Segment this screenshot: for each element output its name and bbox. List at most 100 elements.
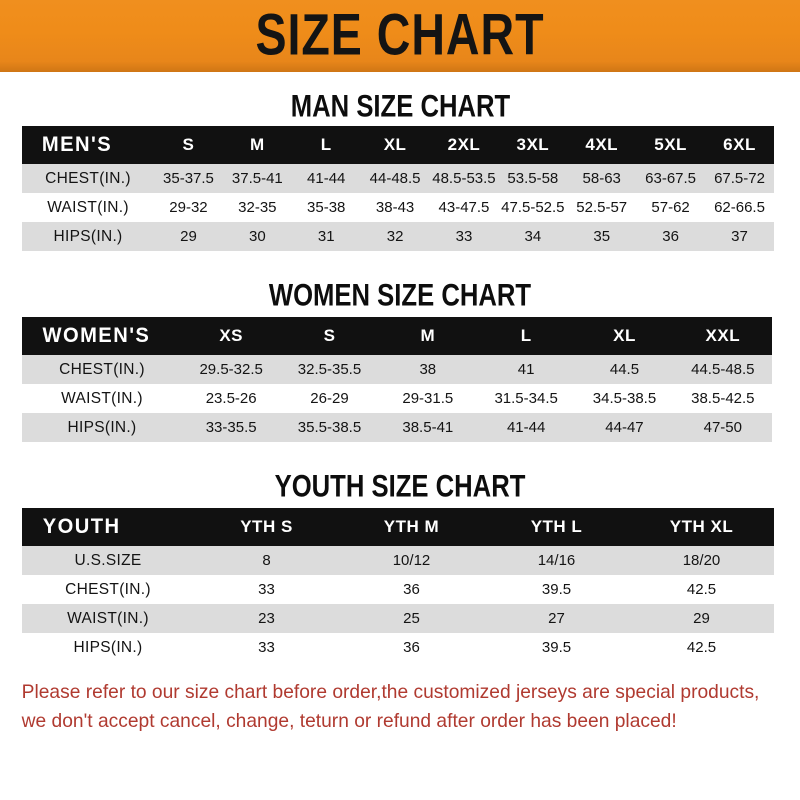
column-header: L: [320, 135, 332, 154]
table-cell: 36: [403, 581, 420, 598]
table-cell: 39.5: [541, 639, 572, 656]
table-cell: 67.5-72: [714, 170, 765, 187]
table-corner-label: MEN'S: [41, 133, 113, 156]
size-chart-sections: MAN SIZE CHART MEN'S S M L XL 2XL 3XL 4XL 5XL 6XL C…: [0, 86, 800, 662]
row-label: HIPS(IN.): [53, 227, 123, 245]
table-cell: 8: [262, 552, 271, 569]
section-title: YOUTH SIZE CHART: [274, 467, 526, 504]
table-cell: 36: [662, 228, 679, 245]
column-header: 4XL: [585, 135, 619, 154]
table-corner-label: YOUTH: [42, 515, 121, 538]
table-cell: 14/16: [537, 552, 576, 569]
row-label: WAIST(IN.): [47, 198, 129, 216]
table-header-row: MEN'S S M L XL 2XL 3XL 4XL 5XL 6XL: [22, 126, 774, 164]
column-header: S: [323, 326, 336, 345]
table-cell: 38.5-42.5: [691, 390, 755, 407]
table-cell: 35-38: [307, 199, 346, 216]
section-title-wrapper: MAN SIZE CHART: [0, 86, 800, 126]
table-cell: 41: [517, 361, 535, 378]
table-cell: 35.5-38.5: [297, 419, 362, 436]
table-cell: 34: [524, 228, 542, 245]
size-chart-section: MAN SIZE CHART MEN'S S M L XL 2XL 3XL 4XL 5XL 6XL C…: [0, 86, 800, 251]
table-cell: 29-31.5: [402, 390, 454, 407]
column-header: L: [520, 326, 532, 345]
table-cell: 47-50: [703, 419, 742, 436]
table-row: HIPS(IN.) 33 36 39.5 42.5: [22, 633, 774, 662]
table-cell: 29-32: [169, 199, 208, 216]
table-row: U.S.SIZE 8 10/12 14/16 18/20: [22, 546, 774, 575]
table-cell: 39.5: [541, 581, 572, 598]
table-cell: 37: [731, 228, 748, 245]
table-row: HIPS(IN.) 33-35.5 35.5-38.5 38.5-41 41-44 44-…: [22, 413, 772, 442]
column-header: YTH XL: [669, 517, 734, 536]
table-row: CHEST(IN.) 29.5-32.5 32.5-35.5 38 41 44.5 44.5…: [22, 355, 772, 384]
section-title-wrapper: YOUTH SIZE CHART: [0, 464, 800, 508]
table-cell: 33-35.5: [205, 419, 257, 436]
column-header: M: [249, 135, 265, 154]
table-cell: 44-48.5: [369, 170, 421, 187]
table-cell: 31.5-34.5: [494, 390, 558, 407]
table-cell: 32.5-35.5: [297, 361, 362, 378]
table-cell: 29.5-32.5: [199, 361, 263, 378]
table-cell: 44.5-48.5: [691, 361, 755, 378]
table-cell: 38.5-41: [402, 419, 454, 436]
table-cell: 43-47.5: [438, 199, 490, 216]
size-table: YOUTH YTH S YTH M YTH L YTH XL U.S.SIZE 8 10/12…: [22, 508, 774, 662]
table-row: WAIST(IN.) 29-32 32-35 35-38 38-43 43-47.5 47.…: [22, 193, 774, 222]
table-header-row: YOUTH YTH S YTH M YTH L YTH XL: [22, 508, 774, 546]
table-cell: 57-62: [651, 199, 690, 216]
section-title-wrapper: WOMEN SIZE CHART: [0, 273, 800, 317]
column-header: YTH L: [530, 517, 583, 536]
footer-note-line-2: we don't accept cancel, change, teturn o…: [21, 710, 677, 732]
size-chart-section: WOMEN SIZE CHART WOMEN'S XS S M L XL XXL CHEST(I…: [0, 273, 800, 442]
column-header: YTH M: [383, 517, 440, 536]
column-header: 5XL: [654, 135, 687, 154]
row-label: WAIST(IN.): [61, 389, 143, 407]
table-cell: 44.5: [609, 361, 640, 378]
section-title: MAN SIZE CHART: [290, 87, 510, 124]
row-label: HIPS(IN.): [73, 638, 143, 656]
table-header-row: WOMEN'S XS S M L XL XXL: [22, 317, 772, 355]
table-cell: 23.5-26: [205, 390, 257, 407]
table-cell: 63-67.5: [645, 170, 697, 187]
section-title: WOMEN SIZE CHART: [268, 276, 532, 313]
table-cell: 35-37.5: [163, 170, 214, 187]
table-row: WAIST(IN.) 23.5-26 26-29 29-31.5 31.5-34.5 34…: [22, 384, 772, 413]
table-cell: 26-29: [310, 390, 349, 407]
table-cell: 27: [548, 610, 565, 627]
table-cell: 23: [258, 610, 275, 627]
footer-note: Please refer to our size chart before or…: [0, 678, 788, 736]
column-header: 2XL: [447, 135, 481, 154]
row-label: CHEST(IN.): [45, 169, 131, 187]
column-header: S: [182, 135, 195, 154]
table-cell: 32: [386, 228, 404, 245]
table-cell: 34.5-38.5: [592, 390, 657, 407]
table-cell: 42.5: [686, 639, 717, 656]
table-cell: 42.5: [686, 581, 717, 598]
table-cell: 18/20: [682, 552, 721, 569]
table-row: HIPS(IN.) 29 30 31 32 33 34 35 36 37: [22, 222, 774, 251]
table-row: CHEST(IN.) 35-37.5 37.5-41 41-44 44-48.5 48.5…: [22, 164, 774, 193]
table-cell: 58-63: [582, 170, 621, 187]
size-chart-section: YOUTH SIZE CHART YOUTH YTH S YTH M YTH L YTH …: [0, 464, 800, 662]
table-cell: 31: [317, 228, 335, 245]
table-cell: 33: [455, 228, 473, 245]
size-table: MEN'S S M L XL 2XL 3XL 4XL 5XL 6XL CHEST(IN.) 35-37…: [22, 126, 774, 251]
table-cell: 53.5-58: [507, 170, 559, 187]
table-cell: 38-43: [375, 199, 415, 216]
table-row: CHEST(IN.) 33 36 39.5 42.5: [22, 575, 774, 604]
column-header: YTH S: [240, 517, 293, 536]
table-cell: 10/12: [392, 552, 431, 569]
table-cell: 37.5-41: [231, 170, 283, 187]
table-cell: 30: [248, 228, 266, 245]
row-label: U.S.SIZE: [74, 551, 142, 569]
table-cell: 36: [403, 639, 420, 656]
table-row: WAIST(IN.) 23 25 27 29: [22, 604, 774, 633]
table-cell: 35: [593, 228, 611, 245]
table-cell: 44-47: [605, 419, 644, 436]
table-cell: 41-44: [307, 170, 346, 187]
table-cell: 41-44: [506, 419, 546, 436]
table-cell: 33: [258, 581, 275, 598]
footer-note-line-1: Please refer to our size chart before or…: [21, 681, 760, 703]
table-cell: 32-35: [238, 199, 277, 216]
